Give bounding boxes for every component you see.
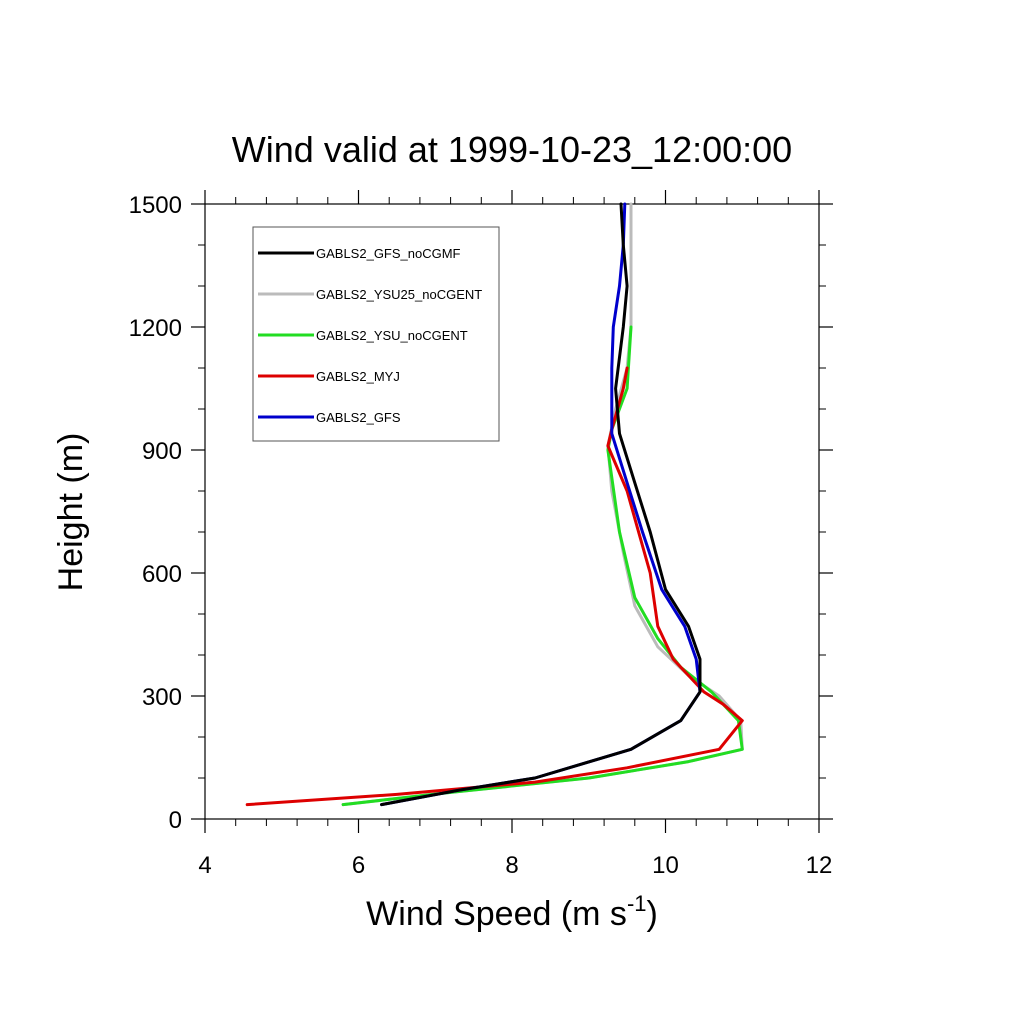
- legend-label: GABLS2_YSU_noCGENT: [316, 328, 468, 343]
- x-axis-label: Wind Speed (m s-1): [366, 891, 658, 933]
- legend-label: GABLS2_YSU25_noCGENT: [316, 287, 482, 302]
- legend: GABLS2_GFS_noCGMF GABLS2_YSU25_noCGENT GAB…: [252, 226, 500, 442]
- y-tick-label: 900: [142, 438, 182, 465]
- chart-title: Wind valid at 1999-10-23_12:00:00: [232, 129, 792, 170]
- x-axis-label-main: Wind Speed (m s: [366, 895, 627, 933]
- x-tick-label: 6: [352, 852, 365, 879]
- y-tick-label: 300: [142, 684, 182, 711]
- legend-label: GABLS2_MYJ: [316, 369, 400, 384]
- y-tick-label: 0: [169, 807, 182, 834]
- x-axis-label-sup: -1: [627, 891, 647, 916]
- y-tick-label: 600: [142, 561, 182, 588]
- x-axis-label-end: ): [647, 895, 658, 933]
- series-lines: [245, 202, 744, 807]
- legend-label: GABLS2_GFS_noCGMF: [316, 246, 461, 261]
- legend-label: GABLS2_GFS: [316, 410, 401, 425]
- x-tick-label: 10: [652, 852, 679, 879]
- y-axis-label: Height (m): [52, 433, 90, 592]
- axis-ticks: 4 6 8 10 12 0 300 600 900 1200 1500: [129, 190, 833, 879]
- series-line: [380, 202, 702, 807]
- x-tick-label: 12: [806, 852, 833, 879]
- y-tick-label: 1500: [129, 192, 182, 219]
- x-tick-label: 8: [505, 852, 518, 879]
- y-tick-label: 1200: [129, 315, 182, 342]
- x-tick-label: 4: [198, 852, 211, 879]
- series-line: [245, 366, 744, 807]
